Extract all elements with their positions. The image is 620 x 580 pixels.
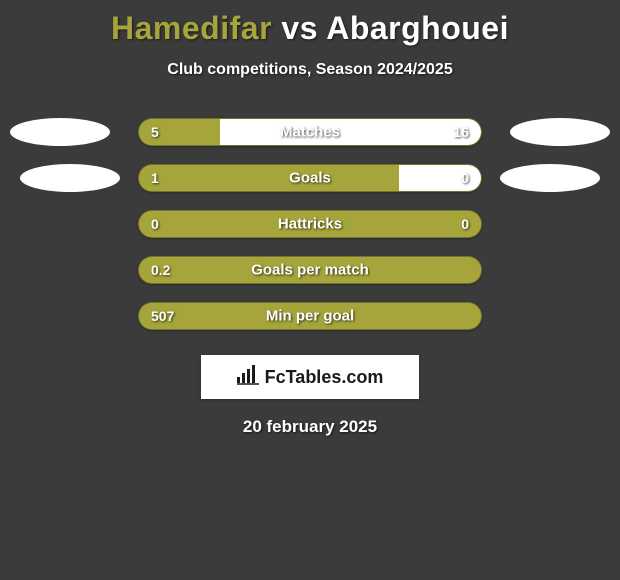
stat-row-matches: 5 Matches 16 [0,109,620,155]
bar-right-fill [220,119,481,145]
stat-left-value: 507 [151,308,174,324]
stat-right-value: 0 [461,170,469,186]
bar-left-fill [139,211,481,237]
vs-separator: vs [281,10,318,46]
stat-bar: 507 Min per goal [138,302,482,330]
brand-badge: FcTables.com [201,355,419,399]
page-title: Hamedifar vs Abarghouei [0,0,620,47]
player2-name: Abarghouei [326,10,509,46]
chart-icon [237,365,259,390]
stat-left-value: 0.2 [151,262,170,278]
avatar-placeholder-left [10,118,110,146]
player1-name: Hamedifar [111,10,272,46]
avatar-placeholder-left [20,164,120,192]
stat-left-value: 5 [151,124,159,140]
stat-bar: 0 Hattricks 0 [138,210,482,238]
bar-left-fill [139,303,481,329]
chart-container: Hamedifar vs Abarghouei Club competition… [0,0,620,580]
avatar-placeholder-right [510,118,610,146]
stat-bar: 0.2 Goals per match [138,256,482,284]
brand-text: FcTables.com [265,367,384,388]
stat-right-value: 0 [461,216,469,232]
avatar-placeholder-right [500,164,600,192]
date-label: 20 february 2025 [0,417,620,437]
bar-left-fill [139,257,481,283]
stat-bar: 1 Goals 0 [138,164,482,192]
stat-row-goals-per-match: 0.2 Goals per match [0,247,620,293]
stat-left-value: 0 [151,216,159,232]
stat-right-value: 16 [453,124,469,140]
stat-left-value: 1 [151,170,159,186]
stat-bar: 5 Matches 16 [138,118,482,146]
bar-left-fill [139,165,399,191]
subtitle: Club competitions, Season 2024/2025 [0,61,620,79]
stat-row-min-per-goal: 507 Min per goal [0,293,620,339]
stat-row-goals: 1 Goals 0 [0,155,620,201]
stats-rows: 5 Matches 16 1 Goals 0 0 Hattricks [0,109,620,339]
stat-row-hattricks: 0 Hattricks 0 [0,201,620,247]
